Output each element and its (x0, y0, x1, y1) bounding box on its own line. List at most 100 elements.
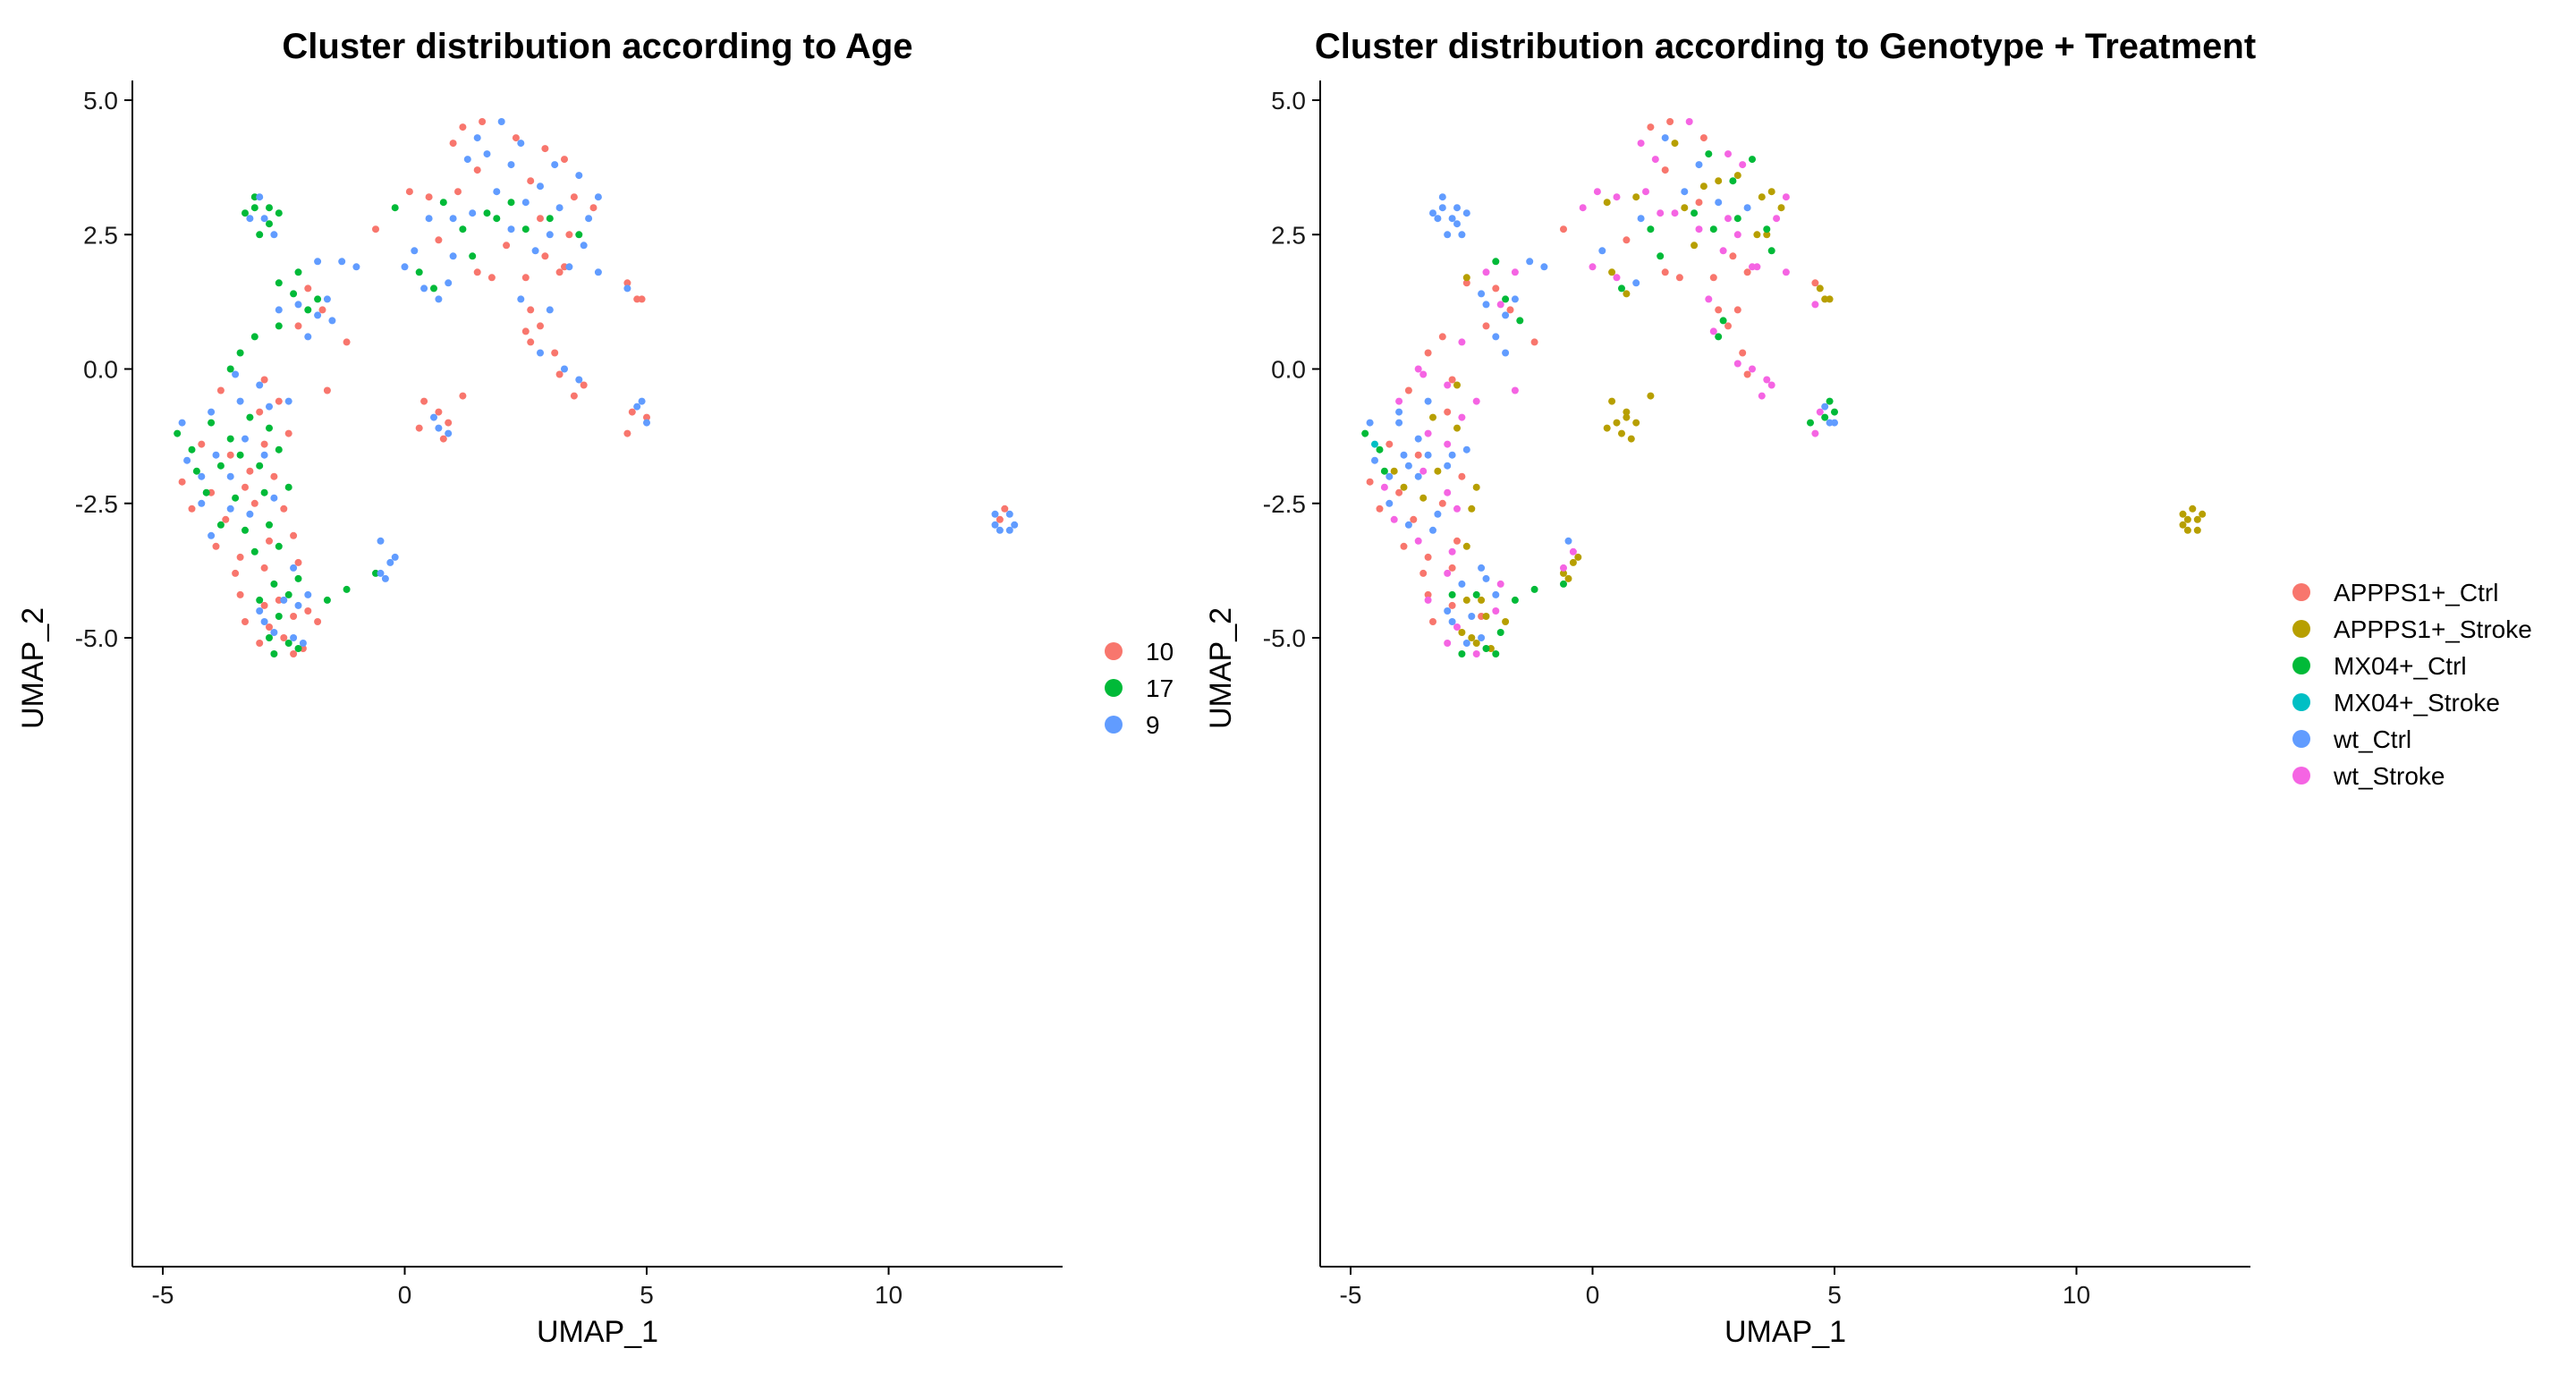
data-point (260, 488, 268, 496)
data-point (1424, 553, 1432, 561)
data-point (1438, 193, 1446, 201)
data-point (266, 521, 273, 529)
data-point (1821, 413, 1829, 421)
data-point (435, 236, 443, 244)
data-point (1462, 445, 1470, 454)
data-point (1623, 408, 1631, 416)
data-point (1492, 284, 1500, 293)
data-point (1404, 462, 1412, 470)
data-point (266, 537, 273, 545)
data-point (435, 424, 443, 432)
data-point (284, 429, 292, 437)
data-point (226, 365, 234, 373)
data-point (1715, 333, 1723, 341)
data-point (290, 531, 298, 539)
data-point (1613, 419, 1621, 427)
data-point (188, 445, 196, 454)
data-point (372, 569, 379, 577)
data-point (183, 456, 191, 464)
data-point (575, 231, 583, 239)
data-point (425, 193, 433, 201)
data-point (1608, 397, 1616, 405)
data-point (1685, 118, 1693, 125)
data-point (411, 247, 419, 255)
data-point (266, 623, 273, 631)
data-point (1005, 526, 1013, 534)
data-point (1763, 376, 1771, 384)
data-point (294, 322, 302, 330)
data-point (1444, 462, 1452, 470)
data-point (1453, 505, 1461, 513)
data-point (1560, 569, 1567, 577)
data-point (1589, 263, 1597, 271)
data-point (1593, 188, 1601, 196)
data-point (1782, 193, 1790, 201)
data-point (439, 199, 447, 207)
legend-label: wt_Ctrl (2333, 725, 2411, 753)
data-point (1753, 231, 1761, 239)
data-point (242, 209, 249, 217)
data-point (1414, 537, 1422, 545)
data-point (1462, 596, 1470, 604)
data-point (1390, 467, 1398, 475)
y-axis-title: UMAP_2 (16, 607, 50, 729)
legend-label: APPPS1+_Stroke (2334, 615, 2532, 643)
data-point (493, 215, 501, 223)
data-point (212, 542, 220, 550)
data-point (1690, 242, 1699, 250)
data-point (1458, 413, 1466, 421)
data-point (527, 306, 535, 314)
data-point (294, 574, 302, 582)
data-point (275, 322, 283, 330)
data-point (575, 376, 583, 384)
data-point (570, 193, 578, 201)
data-point (1462, 542, 1470, 550)
data-point (275, 596, 283, 604)
data-point (377, 537, 385, 545)
data-point (1767, 247, 1775, 255)
data-point (1424, 590, 1432, 598)
data-point (250, 333, 258, 341)
data-point (256, 640, 264, 647)
data-point (1569, 547, 1577, 556)
data-point (541, 145, 549, 153)
data-point (1782, 268, 1790, 276)
data-point (643, 419, 650, 427)
data-point (1492, 650, 1500, 657)
data-point (1763, 231, 1771, 239)
data-point (1478, 290, 1486, 298)
data-point (270, 472, 278, 480)
data-point (1414, 365, 1422, 373)
legend-label: MX04+_Stroke (2334, 689, 2500, 717)
data-point (208, 408, 216, 416)
data-point (1444, 408, 1452, 416)
data-point (1496, 580, 1504, 588)
data-point (623, 279, 631, 287)
data-point (561, 156, 568, 164)
data-point (1458, 472, 1466, 480)
data-point (2193, 515, 2201, 523)
data-point (401, 263, 409, 271)
data-point (1424, 451, 1432, 459)
legend-label: APPPS1+_Ctrl (2334, 579, 2498, 606)
data-point (546, 306, 554, 314)
data-point (1623, 413, 1631, 421)
data-point (242, 483, 249, 491)
data-point (275, 445, 283, 454)
data-point (226, 435, 234, 443)
data-point (537, 322, 544, 330)
data-point (1419, 467, 1428, 475)
x-tick-label: -5 (152, 1281, 174, 1309)
data-point (1743, 268, 1751, 276)
data-point (391, 204, 399, 212)
data-point (2183, 515, 2191, 523)
data-point (1715, 306, 1723, 314)
data-point (517, 295, 525, 303)
data-point (260, 451, 268, 459)
data-point (1749, 365, 1756, 373)
data-point (507, 225, 515, 233)
data-point (1506, 306, 1514, 314)
data-point (1492, 258, 1500, 266)
data-point (1468, 613, 1476, 620)
data-point (420, 397, 428, 405)
